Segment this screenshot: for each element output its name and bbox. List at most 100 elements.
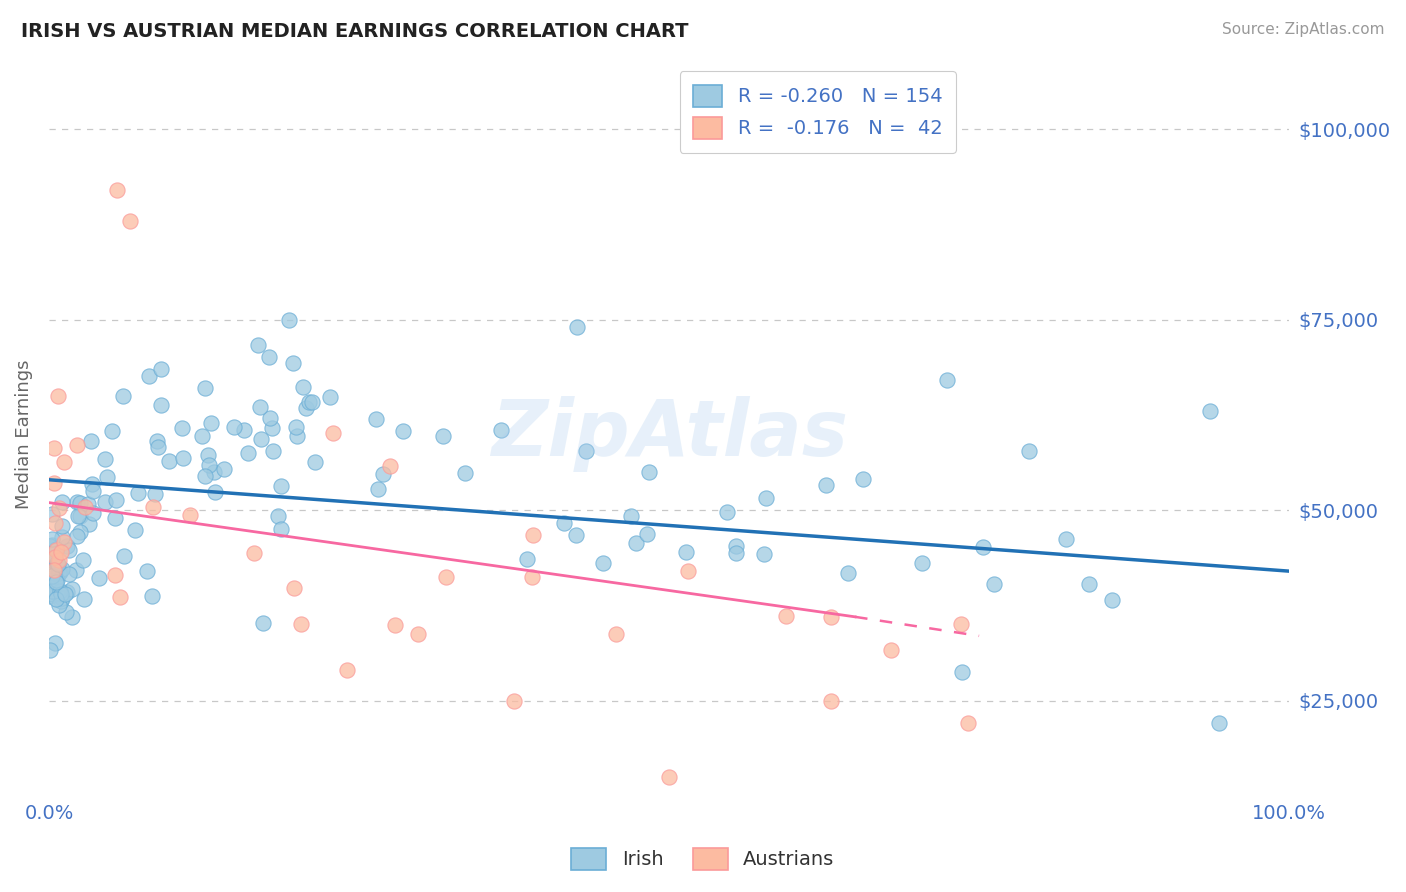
Point [972, 540, 994, 554]
Text: Source: ZipAtlas.com: Source: ZipAtlas.com [1222, 22, 1385, 37]
Point [1078, 576, 1101, 591]
Point [142, 500, 165, 514]
Point [249, 400, 271, 414]
Point [322, 425, 344, 440]
Point [104, 568, 127, 582]
Point [65, 563, 87, 577]
Point [69, 496, 91, 510]
Point [503, 693, 526, 707]
Point [112, 389, 135, 403]
Point [267, 509, 290, 524]
Point [41, 569, 63, 583]
Point [96, 470, 118, 484]
Point [367, 483, 389, 497]
Point [48, 553, 70, 567]
Point [949, 616, 972, 631]
Point [283, 581, 305, 595]
Point [775, 609, 797, 624]
Point [285, 429, 308, 443]
Point [41, 532, 63, 546]
Point [141, 589, 163, 603]
Point [41, 508, 63, 522]
Point [1199, 404, 1222, 418]
Point [124, 523, 146, 537]
Point [304, 455, 326, 469]
Point [815, 478, 838, 492]
Point [39, 539, 62, 553]
Point [294, 401, 316, 415]
Point [149, 362, 172, 376]
Point [39, 581, 62, 595]
Point [378, 459, 401, 474]
Point [45, 587, 67, 601]
Point [172, 450, 194, 465]
Point [39, 643, 62, 657]
Point [565, 319, 588, 334]
Point [592, 556, 614, 570]
Point [752, 547, 775, 561]
Point [1208, 715, 1230, 730]
Point [224, 419, 246, 434]
Point [143, 487, 166, 501]
Point [42, 554, 65, 568]
Point [49, 565, 72, 579]
Point [82, 483, 104, 498]
Point [118, 214, 141, 228]
Point [55, 539, 77, 553]
Point [42, 587, 65, 601]
Point [880, 643, 903, 657]
Point [55, 585, 77, 599]
Point [725, 539, 748, 553]
Point [105, 183, 128, 197]
Point [48, 566, 70, 580]
Point [67, 508, 90, 523]
Point [48, 588, 70, 602]
Point [53, 587, 76, 601]
Text: ZipAtlas: ZipAtlas [491, 396, 848, 472]
Point [48, 500, 70, 515]
Point [39, 589, 62, 603]
Point [911, 556, 934, 570]
Point [52, 535, 75, 549]
Point [454, 466, 477, 480]
Point [384, 617, 406, 632]
Point [257, 350, 280, 364]
Point [148, 440, 170, 454]
Point [522, 528, 544, 542]
Text: IRISH VS AUSTRIAN MEDIAN EARNINGS CORRELATION CHART: IRISH VS AUSTRIAN MEDIAN EARNINGS CORREL… [21, 22, 689, 41]
Point [45, 541, 67, 556]
Point [191, 429, 214, 443]
Point [259, 410, 281, 425]
Point [42, 563, 65, 577]
Point [49, 583, 72, 598]
Point [104, 510, 127, 524]
Point [1018, 444, 1040, 458]
Point [44, 516, 66, 530]
Point [66, 438, 89, 452]
Point [319, 390, 342, 404]
Point [135, 564, 157, 578]
Point [212, 462, 235, 476]
Point [51, 530, 73, 544]
Point [52, 455, 75, 469]
Point [45, 558, 67, 572]
Point [491, 423, 513, 437]
Point [202, 465, 225, 479]
Point [105, 493, 128, 508]
Point [565, 527, 588, 541]
Point [42, 441, 65, 455]
Point [46, 556, 69, 570]
Point [69, 525, 91, 540]
Point [675, 544, 697, 558]
Point [336, 664, 359, 678]
Point [108, 590, 131, 604]
Point [277, 313, 299, 327]
Point [45, 575, 67, 590]
Point [46, 389, 69, 403]
Point [260, 421, 283, 435]
Point [553, 516, 575, 530]
Point [270, 479, 292, 493]
Point [755, 491, 778, 505]
Point [392, 424, 415, 438]
Point [373, 467, 395, 481]
